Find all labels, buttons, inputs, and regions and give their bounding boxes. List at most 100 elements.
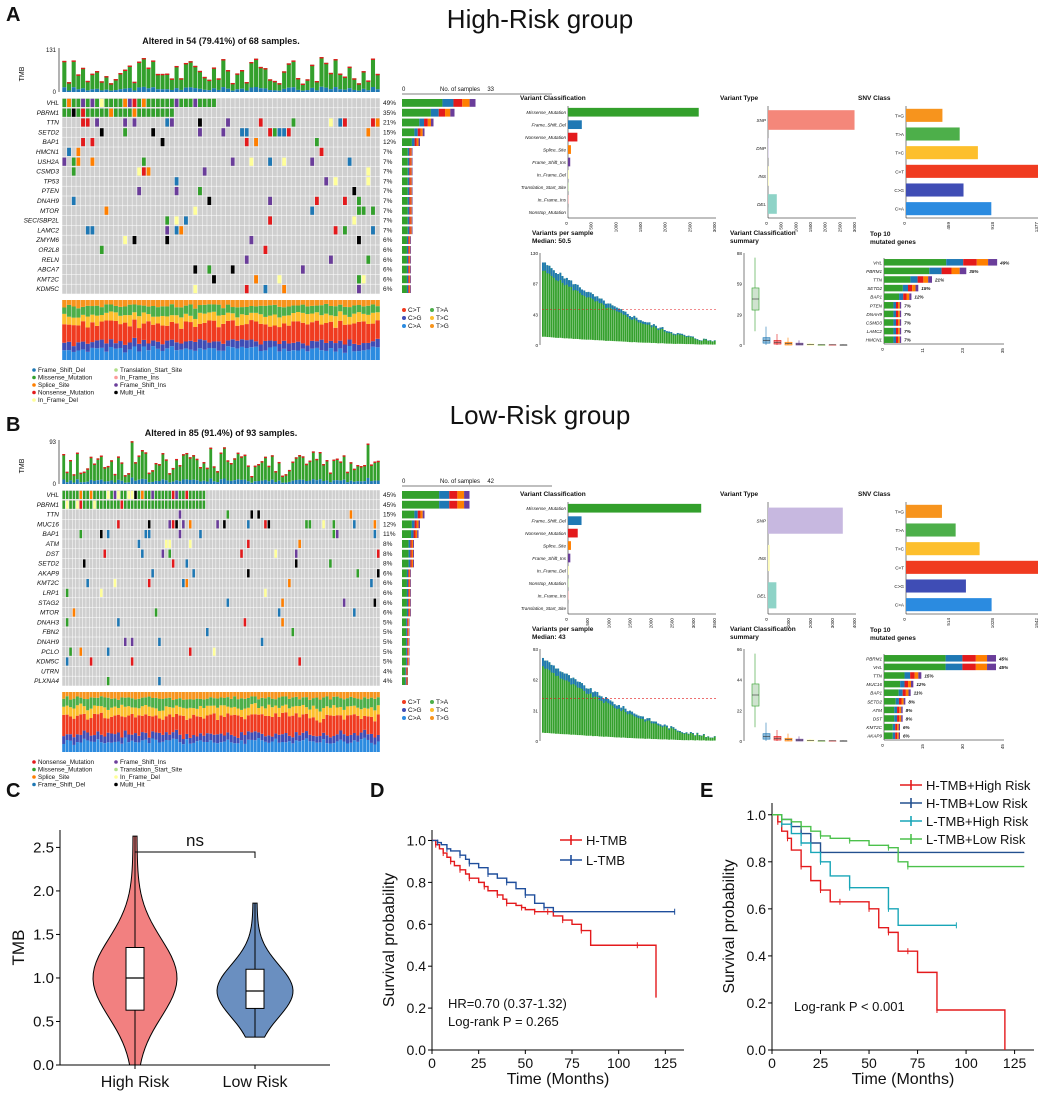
top10-bar — [894, 706, 898, 714]
titv-segment — [325, 743, 329, 752]
titv-segment — [369, 697, 373, 708]
titv-segment — [168, 697, 172, 708]
gene-label: ABCA7 — [37, 267, 60, 274]
tmb-bar-segment — [154, 480, 158, 484]
vps-bar — [635, 714, 638, 739]
tmb-bar-segment — [120, 480, 124, 484]
titv-segment — [240, 692, 244, 699]
gene-count-bar — [410, 598, 411, 607]
vc-panel-category: Translation_Start_Site — [521, 606, 567, 611]
top10-bar — [884, 655, 946, 662]
gene-count-bar — [469, 99, 476, 107]
snv-panel-tick: 459 — [946, 222, 951, 230]
gene-percent: 6% — [383, 610, 393, 617]
titv-segment — [376, 692, 380, 698]
gene-count-bar — [405, 677, 407, 685]
vc-panel-category: Translation_Start_Site — [521, 185, 567, 190]
tmb-bar-segment — [249, 87, 254, 92]
titv-segment — [301, 697, 305, 705]
tmb-bar-segment — [178, 481, 182, 484]
gene-label: CSMD3 — [36, 169, 59, 176]
vps-bar-cap — [596, 692, 599, 697]
tmb-bar — [165, 73, 170, 90]
vt-panel-tick: 2000 — [823, 222, 828, 233]
vps-bar-cap — [609, 303, 612, 308]
mutation-cell — [147, 579, 151, 588]
titv-segment — [132, 300, 137, 305]
tmb-bar-cap — [199, 466, 202, 469]
vps-bar — [663, 330, 666, 344]
variant-legend-dot — [114, 775, 118, 779]
titv-segment — [253, 692, 257, 697]
low-risk-maf-summary: Variant ClassificationMissense_MutationF… — [520, 491, 1039, 749]
titv-segment — [202, 349, 207, 360]
titv-segment — [270, 736, 274, 742]
top10-bar — [898, 336, 900, 343]
titv-segment — [212, 713, 216, 735]
titv-segment — [89, 735, 93, 742]
titv-segment — [209, 692, 213, 698]
vps-bar — [572, 284, 575, 339]
tmb-bar-segment — [146, 88, 151, 92]
vps-bar-cap — [700, 735, 703, 737]
titv-segment — [294, 696, 298, 706]
vps-bar-cap — [624, 708, 627, 713]
titv-segment — [216, 707, 220, 720]
titv-segment — [361, 343, 366, 351]
vc-panel-tick: 0 — [564, 222, 569, 225]
titv-segment — [137, 692, 141, 699]
titv-segment — [130, 698, 134, 708]
tmb-bar-segment — [144, 479, 148, 484]
mutation-cell — [174, 187, 179, 196]
gene-label: MTOR — [40, 610, 59, 617]
titv-segment — [127, 315, 132, 327]
mutation-cell — [130, 490, 134, 499]
vps-bar — [555, 668, 557, 734]
mutation-cell — [169, 98, 174, 107]
vps-bar-cap — [657, 723, 660, 726]
mutation-cell — [79, 500, 83, 509]
titv-segment — [174, 323, 179, 343]
km-curve — [772, 814, 1025, 868]
mutation-cell — [264, 520, 267, 529]
titv-segment — [89, 718, 93, 736]
titv-segment — [202, 699, 206, 708]
gene-label: HMCN1 — [36, 149, 59, 156]
gene-count-bar — [408, 618, 410, 627]
mutation-cell — [168, 500, 172, 509]
variant-legend-label: In_Frame_Ins — [120, 375, 159, 382]
tmb-bar-segment — [291, 87, 296, 92]
tmb-bar-segment — [370, 481, 373, 484]
titv-segment — [339, 730, 343, 740]
vps-bar — [559, 671, 562, 735]
titv-segment — [155, 300, 161, 308]
tmb-bar — [221, 59, 226, 88]
titv-segment — [212, 705, 216, 714]
titv-segment — [366, 698, 370, 709]
titv-segment — [333, 327, 338, 344]
titv-segment — [168, 692, 172, 698]
top10-bar — [912, 284, 916, 292]
titv-segment — [258, 314, 263, 324]
mutation-cell — [174, 216, 179, 225]
vps-bar — [620, 707, 623, 738]
titv-segment — [69, 692, 73, 700]
top10-bar — [910, 680, 914, 688]
titv-segment — [277, 306, 282, 318]
vps-bar — [572, 677, 575, 735]
tmb-bar-segment — [332, 480, 336, 484]
gene-count-bar — [402, 167, 408, 176]
mutation-cell — [144, 530, 148, 539]
km-legend-label: H-TMB — [586, 833, 627, 848]
vps-bar-cap — [550, 664, 553, 673]
titv-segment — [120, 697, 124, 705]
tmb-bar — [281, 475, 284, 483]
tmb-bar-cap — [89, 456, 93, 459]
vps-bar — [705, 737, 707, 741]
gene-count-bar — [424, 118, 428, 127]
tmb-bar — [284, 474, 288, 483]
tmb-bar — [347, 66, 352, 89]
vps-bar — [624, 708, 627, 738]
tmb-bar-segment — [223, 478, 226, 484]
gene-count-bar — [410, 589, 411, 597]
